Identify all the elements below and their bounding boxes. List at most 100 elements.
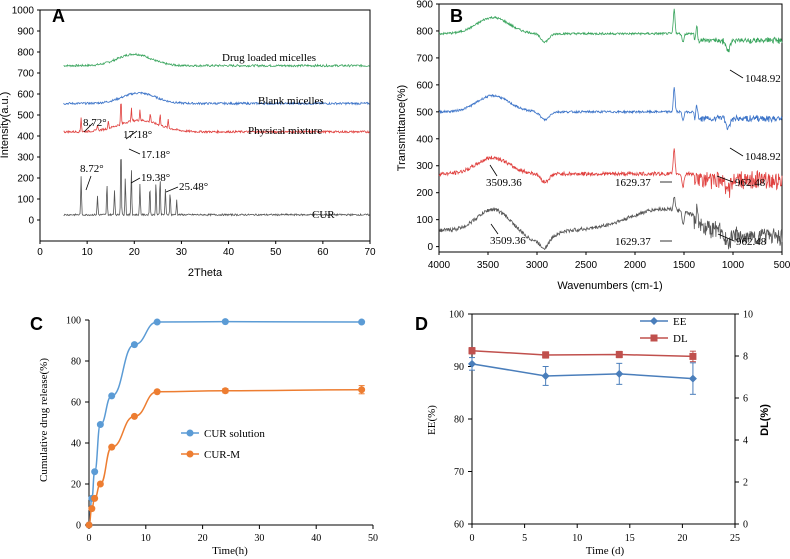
- a-xtick-label: 70: [364, 247, 376, 258]
- c-data-point-cur-solution: [108, 392, 116, 400]
- d-xtick-label: 0: [470, 533, 475, 544]
- a-peak-annotation: 19.38°: [141, 172, 170, 184]
- c-ytick-label: 80: [71, 357, 81, 368]
- d-ytick-label: 70: [454, 467, 464, 478]
- panel-c-xlabel: Time(h): [212, 545, 248, 557]
- a-peak-annotation: 8.72°: [83, 117, 107, 129]
- c-data-point-cur-solution: [96, 421, 104, 429]
- d-data-point-dl: [689, 352, 697, 360]
- b-xtick-label: 500: [774, 260, 790, 271]
- c-data-point-cur-m: [130, 412, 138, 420]
- legend-d-dl-marker: [650, 334, 658, 342]
- b-peak-annotation: 1629.37: [615, 236, 651, 248]
- b-xtick-label: 1500: [673, 260, 696, 271]
- b-ytick-label: 600: [416, 80, 433, 91]
- panel-d-xlabel: Time (d): [586, 545, 625, 557]
- a-peak-annotation: 25.48°: [179, 181, 208, 193]
- b-ytick-label: 0: [427, 242, 433, 253]
- a-peak-annotation: 8.72°: [80, 163, 104, 175]
- d-ytick2-label: 4: [743, 436, 748, 447]
- legend-d-ee: EE: [673, 316, 687, 328]
- a-annotation-arrow: [165, 186, 179, 193]
- b-peak-annotation: 1048.92: [745, 151, 781, 163]
- d-data-point-ee: [615, 369, 624, 378]
- b-xtick-label: 3500: [477, 260, 500, 271]
- b-peak-annotation: 962.48: [736, 236, 767, 248]
- d-xtick-label: 10: [572, 533, 582, 544]
- c-data-point-cur-solution: [153, 318, 161, 326]
- c-data-point-cur-solution: [221, 318, 229, 326]
- d-data-point-dl: [542, 351, 550, 359]
- b-xtick-label: 3000: [526, 260, 549, 271]
- a-peak-annotation: 17.18°: [141, 149, 170, 161]
- legend-a-blank: Blank micelles: [258, 95, 324, 107]
- a-series-line-blank-micelles: [63, 91, 370, 106]
- c-data-point-cur-m: [85, 521, 93, 529]
- d-ytick-label: 100: [449, 310, 464, 321]
- d-data-point-dl: [615, 351, 623, 359]
- b-ytick-label: 300: [416, 161, 433, 172]
- b-annotation-arrow: [489, 164, 498, 177]
- d-xtick-label: 25: [730, 533, 740, 544]
- d-xtick-label: 5: [522, 533, 527, 544]
- legend-a-drug-loaded: Drug loaded micelles: [222, 52, 316, 64]
- a-xtick-label: 50: [270, 247, 282, 258]
- c-xtick-label: 10: [141, 533, 151, 544]
- b-annotation-arrow: [717, 233, 735, 242]
- panel-b-ylabel: Transmittance(%): [396, 85, 408, 171]
- panel-c-ylabel: Cumulative drug release(%): [38, 358, 50, 482]
- a-ytick-label: 600: [17, 90, 34, 101]
- legend-d-dl: DL: [673, 333, 688, 345]
- c-data-point-cur-solution: [91, 468, 99, 476]
- b-peak-annotation: 1629.37: [615, 177, 651, 189]
- a-ytick-label: 500: [17, 111, 34, 122]
- legend-c-curm: CUR-M: [204, 449, 240, 461]
- b-xtick-label: 2500: [575, 260, 598, 271]
- d-ytick2-label: 10: [743, 310, 753, 321]
- legend-c-solution-marker: [186, 429, 194, 437]
- d-data-point-ee: [541, 371, 550, 380]
- c-ytick-label: 100: [66, 316, 81, 327]
- a-annotation-arrow: [85, 175, 92, 191]
- b-annotation-arrow: [729, 69, 744, 79]
- b-ytick-label: 100: [416, 215, 433, 226]
- panel-b-frame: [438, 3, 783, 253]
- a-annotation-arrow: [128, 148, 141, 155]
- b-ytick-label: 400: [416, 134, 433, 145]
- a-annotation-arrow: [83, 122, 94, 133]
- d-series-line-dl: [471, 350, 693, 358]
- a-series-line-drug-loaded-micelles: [63, 52, 370, 68]
- panel-c-label: C: [30, 314, 43, 334]
- panel-d-legend: EE DL: [640, 316, 688, 345]
- panel-d-ylabel2: DL(%): [759, 404, 771, 436]
- legend-a-physical: Physical mixture: [248, 125, 322, 137]
- b-peak-annotation: 962.48: [735, 177, 766, 189]
- a-xtick-label: 30: [176, 247, 188, 258]
- c-xtick-label: 20: [198, 533, 208, 544]
- a-annotation-arrow: [125, 130, 138, 140]
- b-series-line-physical-mixture: [438, 148, 783, 198]
- b-xtick-label: 1000: [722, 260, 745, 271]
- a-ytick-label: 1000: [12, 6, 35, 17]
- panel-b-xlabel: Wavenumbers (cm-1): [557, 280, 662, 292]
- b-xtick-label: 4000: [428, 260, 451, 271]
- b-annotation-arrow: [490, 223, 499, 235]
- b-annotation-arrow: [729, 147, 744, 157]
- a-ytick-label: 300: [17, 153, 34, 164]
- c-data-point-cur-solution: [358, 318, 366, 326]
- c-data-point-cur-m: [96, 480, 104, 488]
- panel-b-ftir-chart: 4000 3500 3000 2500 2000 1500 1000 500 0 100 200 30…: [396, 0, 790, 292]
- c-ytick-label: 0: [76, 521, 81, 532]
- b-series-line-drug-loaded-micelles: [438, 8, 783, 53]
- panel-c-legend: CUR solution CUR-M: [181, 428, 265, 461]
- b-xtick-label: 2000: [624, 260, 647, 271]
- panel-a-ylabel: Intensity(a.u.): [0, 92, 11, 159]
- c-xtick-label: 0: [87, 533, 92, 544]
- legend-c-curm-marker: [186, 450, 194, 458]
- d-ytick2-label: 2: [743, 478, 748, 489]
- a-ytick-label: 200: [17, 174, 34, 185]
- a-ytick-label: 0: [28, 216, 34, 227]
- panel-a-xlabel: 2Theta: [188, 267, 223, 279]
- legend-a-cur: CUR: [312, 209, 335, 221]
